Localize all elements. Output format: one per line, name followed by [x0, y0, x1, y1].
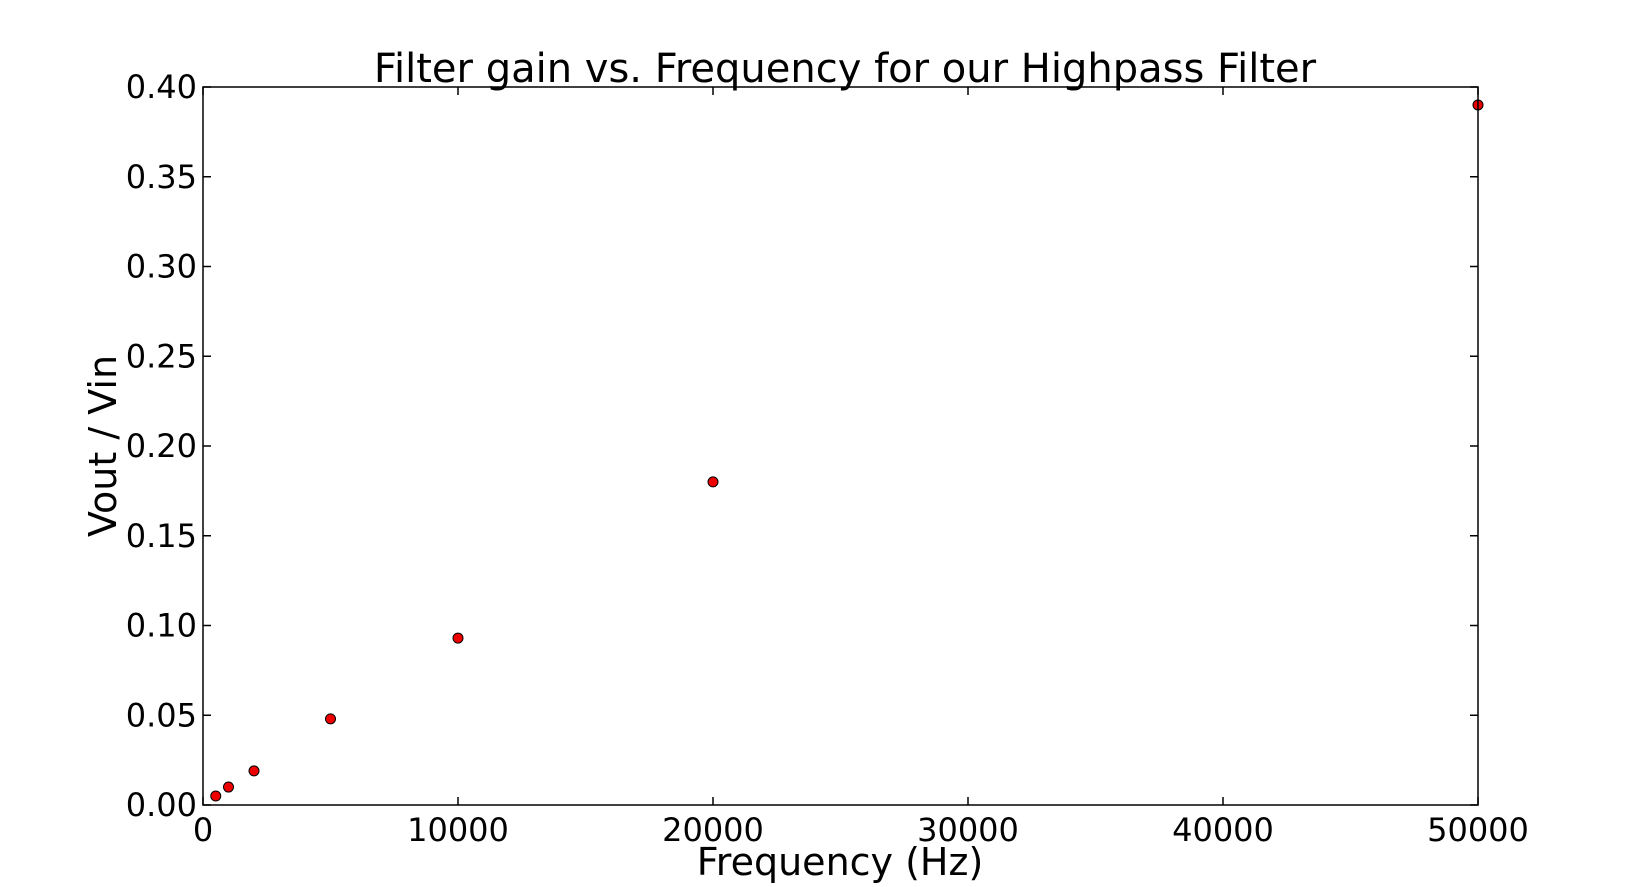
axis-ticks: 0 10000 20000 30000 40000 50000 0.00 0.05 0.10 0.… [126, 68, 1529, 849]
plot-area-frame [202, 86, 1479, 806]
data-point [325, 713, 336, 725]
y-tick-label: 0.10 [126, 607, 197, 645]
y-tick-label: 0.40 [126, 68, 197, 106]
x-tick-label: 40000 [1172, 811, 1274, 849]
y-tick-label: 0.20 [126, 427, 197, 465]
y-tick-label: 0.15 [126, 517, 197, 555]
y-axis-label: Vout / Vin [81, 355, 125, 537]
x-tick-label: 0 [193, 811, 213, 849]
x-tick-label: 20000 [662, 811, 764, 849]
data-point [210, 790, 222, 802]
y-tick-label: 0.05 [126, 696, 197, 734]
data-points [210, 99, 1484, 802]
y-tick-label: 0.35 [126, 158, 197, 196]
x-tick-label: 30000 [917, 811, 1019, 849]
y-tick-label: 0.30 [126, 248, 197, 286]
x-tick-label: 10000 [407, 811, 509, 849]
y-tick-label: 0.00 [126, 786, 197, 824]
data-point [707, 476, 719, 488]
chart-title: Filter gain vs. Frequency for our Highpa… [374, 46, 1317, 92]
x-tick-label: 50000 [1427, 811, 1529, 849]
y-tick-label: 0.25 [126, 337, 197, 375]
data-point [223, 781, 234, 793]
data-point [248, 765, 260, 777]
data-point [452, 632, 464, 644]
x-axis-label: Frequency (Hz) [697, 840, 984, 884]
